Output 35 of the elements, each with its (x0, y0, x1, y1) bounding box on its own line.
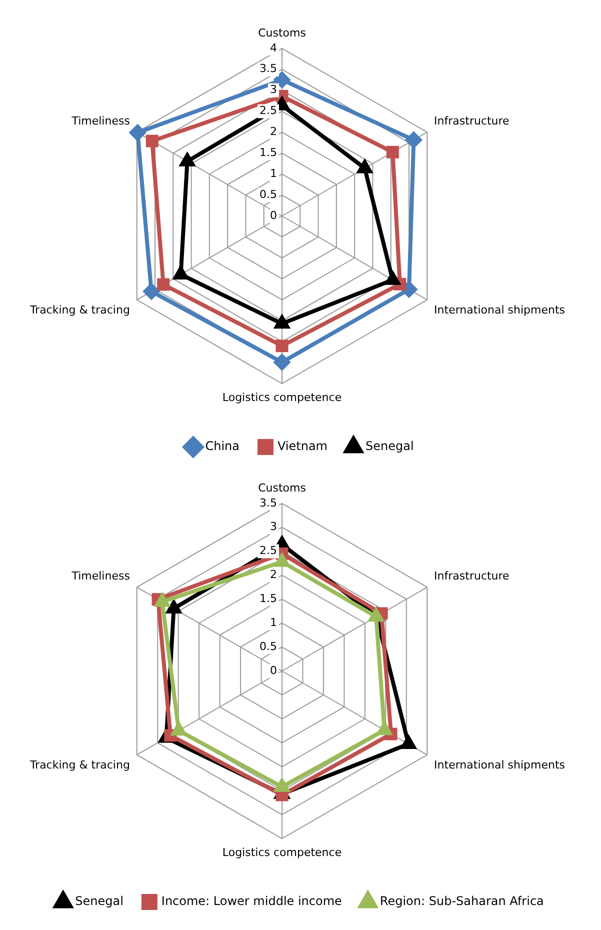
spoke-label: International shipments (434, 758, 566, 772)
spoke-label: Logistics competence (222, 391, 342, 404)
spoke-label: International shipments (434, 303, 566, 316)
legend-label: Senegal (75, 894, 124, 908)
y-tick-label: 4 (270, 41, 277, 54)
y-tick-label: 2.5 (260, 104, 277, 118)
legend-label: China (205, 439, 240, 454)
legend-label: Region: Sub-Saharan Africa (380, 894, 544, 908)
y-tick-label: 0.5 (260, 188, 277, 201)
y-tick-label: 3 (270, 520, 277, 534)
legend-label: Income: Lower middle income (161, 894, 342, 908)
y-tick-label: 0.5 (260, 640, 277, 653)
spoke-label: Infrastructure (434, 114, 510, 128)
y-tick-label: 2.5 (260, 544, 277, 558)
spoke-label: Timeliness (70, 569, 130, 582)
spoke-label: Customs (258, 482, 306, 495)
spoke-label: Tracking & tracing (28, 303, 130, 316)
legend-label: Vietnam (277, 439, 328, 454)
spoke-label: Logistics competence (222, 846, 342, 860)
y-tick-label: 2 (270, 568, 277, 582)
y-tick-label: 1 (270, 616, 277, 629)
y-tick-label: 3.5 (260, 496, 277, 510)
spoke-label: Infrastructure (434, 569, 510, 582)
y-tick-label: 1.5 (260, 146, 277, 160)
y-tick-label: 1 (270, 166, 277, 180)
y-tick-label: 1.5 (260, 592, 277, 606)
y-tick-label: 3.5 (260, 62, 277, 76)
y-tick-label: 3 (270, 83, 277, 96)
y-tick-label: 0 (270, 208, 277, 222)
legend-label: Senegal (366, 439, 414, 454)
spoke-label: Timeliness (70, 114, 130, 128)
spoke-label: Tracking & tracing (28, 758, 130, 772)
y-tick-label: 0 (270, 664, 277, 677)
y-tick-label: 2 (270, 125, 277, 138)
spoke-label: Customs (258, 26, 306, 40)
